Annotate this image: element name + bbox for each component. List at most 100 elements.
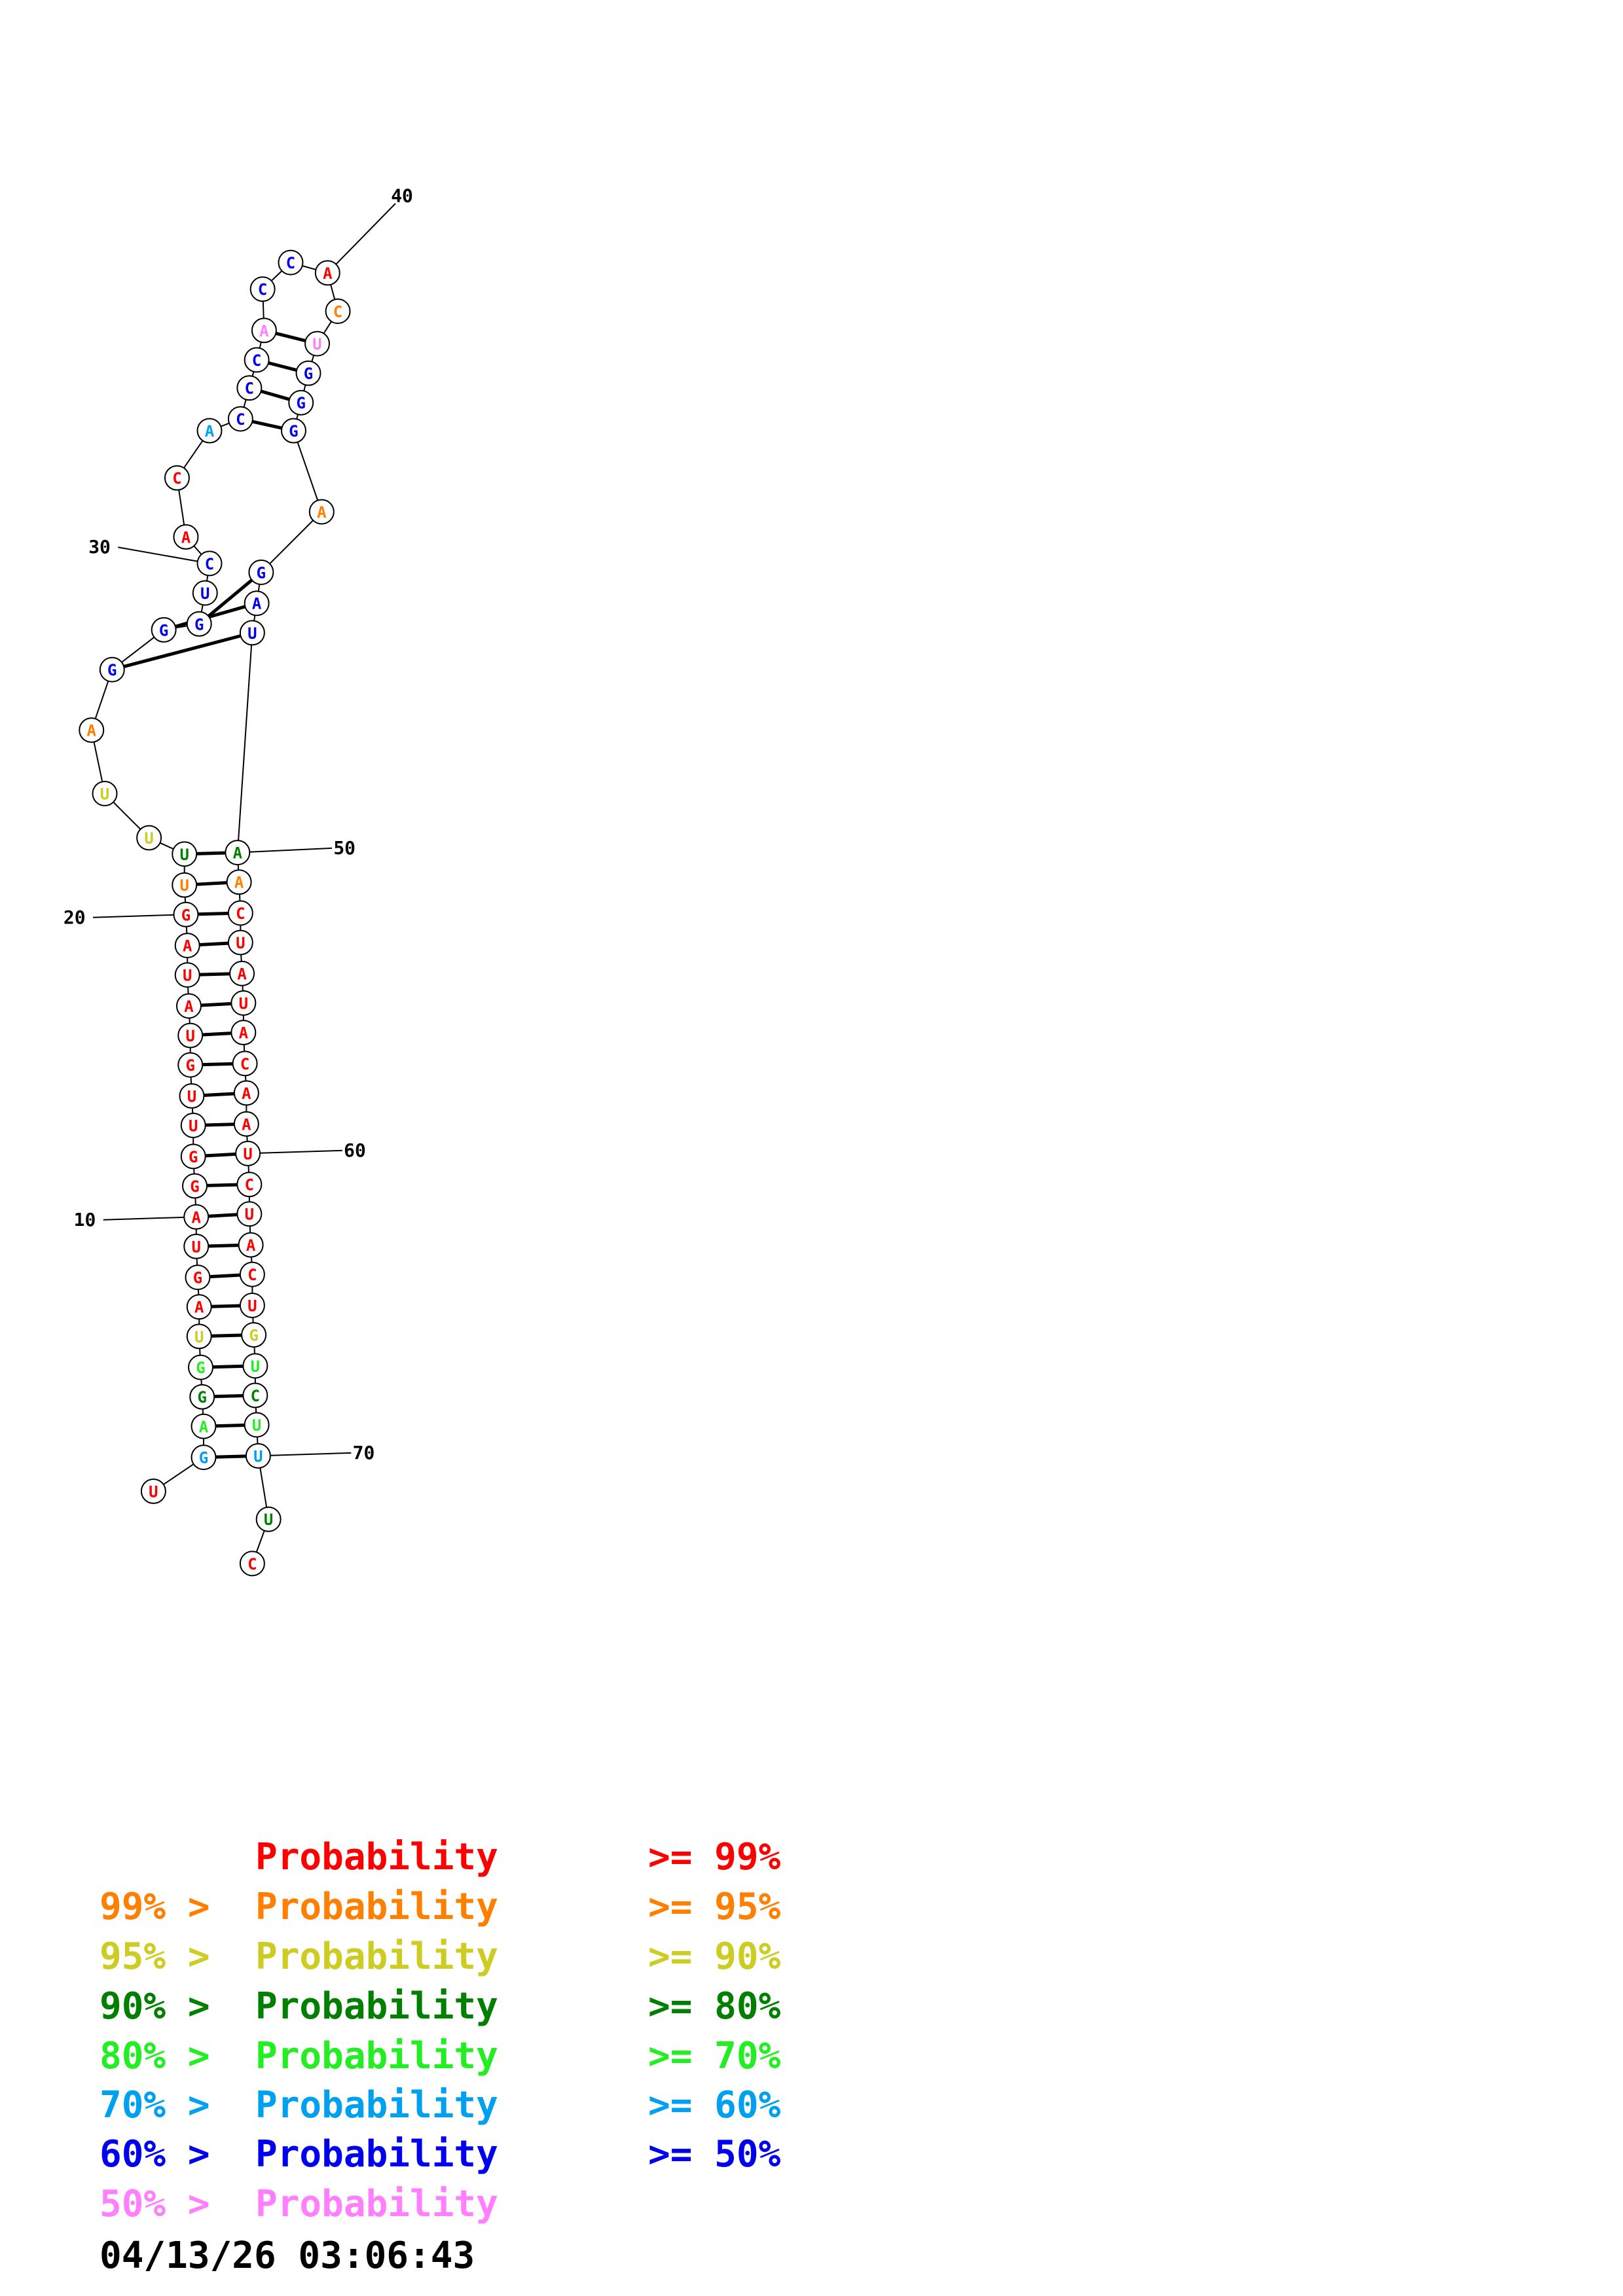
nucleotide-base: U — [144, 829, 153, 848]
nucleotide-31: A — [173, 524, 199, 550]
base-pair-5-67 — [212, 1364, 244, 1369]
nucleotide-circle — [248, 559, 274, 585]
nucleotide-13: U — [180, 1113, 206, 1139]
nucleotide-base: U — [247, 624, 257, 643]
timestamp: 04/13/26 03:06:43 — [100, 2234, 475, 2277]
nucleotide-circle — [278, 249, 304, 276]
nucleotide-circle — [175, 993, 202, 1019]
nucleotide-circle — [191, 1413, 217, 1439]
nucleotide-circle — [235, 1140, 261, 1166]
nucleotide-base: A — [233, 844, 243, 863]
nucleotide-base: A — [259, 322, 269, 340]
nucleotide-circle — [172, 841, 198, 867]
nucleotide-circle — [92, 780, 118, 806]
nucleotide-circle — [179, 1083, 205, 1109]
nucleotide-circle — [242, 1353, 268, 1379]
nucleotide-circle — [255, 1506, 282, 1532]
nucleotide-base: C — [240, 1055, 249, 1073]
nucleotide-circle — [239, 1551, 265, 1577]
nucleotide-circle — [79, 717, 105, 744]
nucleotide-base: U — [200, 584, 210, 603]
nucleotide-50: A — [225, 840, 251, 866]
nucleotide-circle — [227, 900, 253, 926]
nucleotide-72: C — [239, 1551, 265, 1577]
nucleotide-circle — [244, 590, 270, 617]
nucleotide-base: G — [107, 661, 117, 679]
nucleotide-25: A — [79, 717, 105, 744]
position-label-70: 70 — [353, 1442, 375, 1463]
nucleotide-base: A — [192, 1208, 202, 1227]
nucleotide-base: G — [193, 1269, 202, 1287]
nucleotide-circle — [196, 550, 223, 577]
nucleotide-40: A — [314, 260, 340, 286]
nucleotide-base: U — [239, 994, 248, 1013]
nucleotide-circle — [186, 1294, 212, 1320]
nucleotide-base: A — [184, 997, 194, 1016]
nucleotide-24: U — [92, 780, 118, 806]
base-pairs — [123, 331, 306, 1459]
nucleotide-21: U — [172, 872, 198, 898]
nucleotide-16: U — [177, 1022, 204, 1049]
nucleotide-circle — [325, 298, 351, 324]
base-pair-16-56 — [202, 1031, 232, 1037]
nucleotide-circle — [180, 1143, 206, 1170]
nucleotide-circle — [177, 1052, 204, 1078]
nucleotide-base: C — [236, 905, 245, 923]
nucleotide-base: G — [194, 615, 204, 634]
nucleotide-4: G — [189, 1384, 215, 1410]
base-pair-21-51 — [196, 881, 227, 886]
nucleotide-71: U — [255, 1506, 282, 1532]
nucleotide-circle — [185, 1265, 211, 1291]
nucleotide-circle — [172, 872, 198, 898]
nucleotide-circle — [182, 1173, 208, 1199]
nucleotide-base: U — [236, 934, 245, 952]
nucleotide-38: C — [249, 276, 276, 302]
nucleotide-circle — [186, 611, 212, 637]
nucleotide-base: G — [190, 1177, 199, 1196]
nucleotide-base: U — [251, 1357, 260, 1376]
nucleotide-base: G — [257, 564, 266, 582]
nucleotide-circle — [227, 929, 253, 956]
nucleotide-57: C — [232, 1050, 258, 1077]
nucleotide-circle — [233, 1080, 259, 1106]
nucleotide-base: G — [297, 394, 306, 412]
nucleotide-base: A — [86, 722, 96, 740]
nucleotide-8: G — [185, 1265, 211, 1291]
nucleotide-circle — [280, 418, 306, 444]
nucleotide-44: G — [288, 389, 314, 416]
position-label-60: 60 — [344, 1139, 366, 1161]
nucleotide-base: C — [247, 1266, 257, 1284]
nucleotide-base: A — [246, 1236, 256, 1255]
nucleotide-circle — [308, 499, 335, 525]
nucleotide-base: A — [205, 422, 215, 440]
nucleotide-base: G — [249, 1327, 258, 1345]
position-label-10: 10 — [74, 1209, 96, 1230]
base-pair-35-44 — [260, 389, 290, 401]
nucleotide-circle — [230, 1020, 257, 1046]
nucleotide-circle — [244, 1412, 270, 1438]
nucleotide-15: G — [177, 1052, 204, 1078]
nucleotide-base: U — [252, 1416, 261, 1435]
nucleotide-51: A — [226, 869, 252, 895]
position-label-40: 40 — [391, 185, 413, 207]
nucleotide-base: A — [252, 595, 262, 613]
nucleotide-33: A — [196, 418, 223, 444]
nucleotide-58: A — [233, 1080, 259, 1106]
nucleotide-55: U — [230, 990, 257, 1016]
nucleotide-37: A — [251, 317, 277, 344]
nucleotide-base: G — [159, 621, 168, 639]
nucleotide-base: U — [179, 876, 189, 895]
nucleotide-base: U — [247, 1297, 257, 1315]
nucleotide-54: A — [229, 960, 255, 986]
position-ticks: 10 20 30 40 50 60 70 — [64, 185, 413, 1463]
nucleotide-base: U — [312, 335, 321, 353]
nucleotide-base: A — [242, 1115, 251, 1134]
nucleotide-base: U — [185, 1027, 194, 1045]
nucleotide-65: U — [239, 1292, 265, 1318]
nucleotide-circle — [236, 1172, 263, 1198]
nucleotide-circle — [238, 1232, 264, 1258]
nucleotide-base: G — [196, 1359, 205, 1377]
position-label-50: 50 — [333, 837, 356, 859]
nucleotide-circle — [241, 1322, 267, 1348]
nucleotide-1: U — [140, 1478, 166, 1504]
